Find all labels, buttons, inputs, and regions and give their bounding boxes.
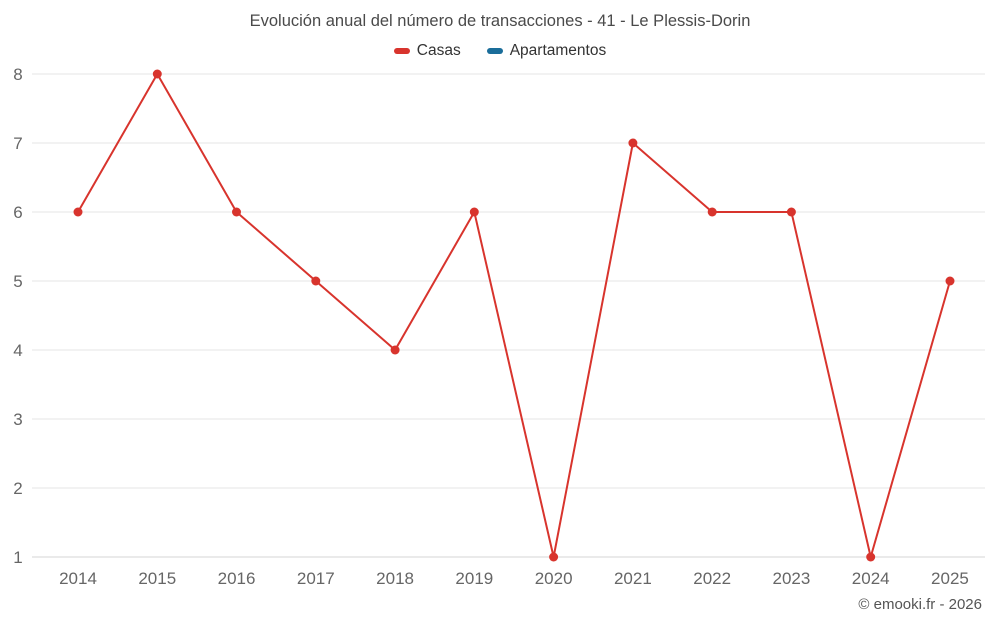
x-axis-label: 2016	[218, 569, 256, 588]
x-axis-label: 2020	[535, 569, 573, 588]
x-axis-label: 2017	[297, 569, 335, 588]
legend-item-casas[interactable]: Casas	[393, 42, 461, 60]
x-axis-label: 2014	[59, 569, 97, 588]
chart-title: Evolución anual del número de transaccio…	[249, 12, 751, 30]
data-point-casas-2023[interactable]	[786, 207, 796, 217]
x-axis-label: 2015	[138, 569, 176, 588]
y-axis-label: 8	[13, 65, 22, 84]
x-axis-label: 2021	[614, 569, 652, 588]
x-axis-label: 2019	[455, 569, 493, 588]
x-axis-label: 2025	[931, 569, 969, 588]
x-axis-label: 2018	[376, 569, 414, 588]
y-axis-label: 7	[13, 134, 22, 153]
data-point-casas-2016[interactable]	[232, 207, 241, 217]
legend-label: Apartamentos	[509, 42, 607, 59]
y-axis-label: 5	[13, 272, 22, 291]
data-point-casas-2025[interactable]	[945, 276, 955, 286]
y-axis-label: 1	[13, 548, 22, 567]
data-point-casas-2015[interactable]	[152, 69, 162, 79]
x-axis-label: 2022	[693, 569, 731, 588]
data-point-casas-2021[interactable]	[628, 138, 638, 148]
data-point-casas-2014[interactable]	[73, 207, 83, 217]
data-point-casas-2019[interactable]	[469, 207, 479, 217]
data-point-casas-2017[interactable]	[311, 276, 321, 286]
legend-swatch-icon	[393, 48, 410, 54]
legend: Casas Apartamentos	[0, 42, 1000, 60]
legend-swatch-icon	[486, 48, 503, 54]
y-axis-label: 6	[13, 203, 22, 222]
data-point-casas-2018[interactable]	[390, 345, 400, 355]
data-point-casas-2020[interactable]	[549, 552, 559, 562]
legend-item-apartamentos[interactable]: Apartamentos	[486, 42, 607, 60]
y-axis-label: 3	[13, 410, 22, 429]
chart-footer: © emooki.fr - 2026	[858, 596, 982, 613]
x-axis-label: 2023	[773, 569, 811, 588]
y-axis-label: 4	[13, 341, 22, 360]
x-axis-label: 2024	[852, 569, 890, 588]
legend-label: Casas	[416, 42, 461, 59]
series-line-casas	[77, 73, 951, 558]
data-point-casas-2022[interactable]	[707, 207, 717, 217]
y-axis-label: 2	[13, 479, 22, 498]
data-point-casas-2024[interactable]	[866, 552, 876, 562]
